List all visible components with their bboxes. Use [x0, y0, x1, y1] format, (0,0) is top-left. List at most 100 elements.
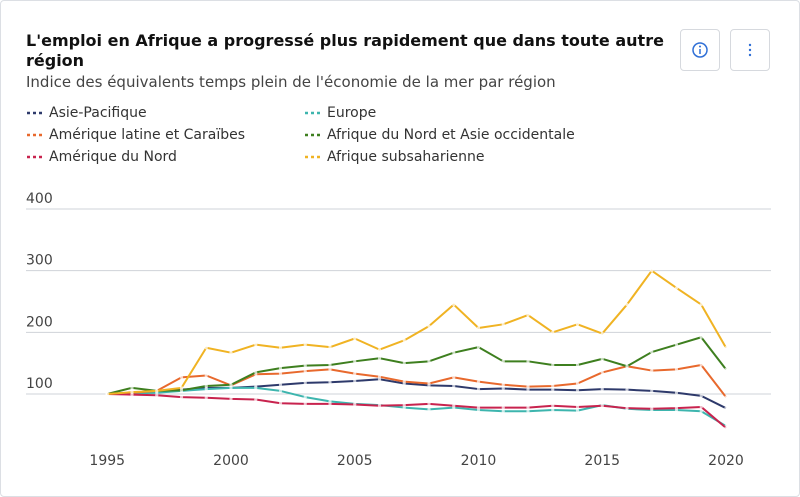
data-point: [402, 403, 406, 407]
series-line: [107, 269, 727, 395]
data-point: [278, 372, 283, 376]
menu-button[interactable]: [730, 29, 770, 71]
data-point: [328, 363, 332, 367]
data-point: [278, 346, 283, 350]
data-point: [551, 384, 555, 388]
data-point: [427, 381, 431, 386]
data-point: [501, 386, 505, 391]
data-point: [650, 269, 654, 273]
data-point: [526, 313, 530, 317]
legend-label: Amérique latine et Caraïbes: [49, 127, 246, 143]
series-line: [107, 393, 727, 429]
data-point: [452, 351, 456, 355]
data-point: [575, 409, 580, 413]
data-point: [130, 386, 134, 390]
data-point: [402, 380, 406, 384]
data-point: [328, 399, 332, 403]
legend-swatch: [27, 133, 43, 137]
data-point: [600, 331, 604, 336]
legend-item: Amérique du Nord: [26, 149, 177, 165]
data-point: [625, 364, 629, 368]
x-tick-label: 2010: [461, 453, 497, 469]
data-point: [303, 402, 307, 406]
data-point: [650, 389, 654, 393]
data-point: [204, 387, 208, 391]
data-point: [526, 359, 530, 363]
data-point: [600, 404, 604, 408]
legend-label: Amérique du Nord: [49, 149, 177, 165]
data-point: [303, 369, 307, 373]
x-tick-label: 2005: [337, 453, 373, 469]
data-point: [204, 373, 208, 378]
data-point: [229, 351, 233, 355]
x-tick-label: 2000: [213, 453, 249, 469]
data-point: [278, 401, 283, 405]
data-point: [501, 409, 505, 413]
data-point: [551, 330, 555, 334]
data-point: [501, 405, 505, 410]
data-point: [452, 384, 456, 388]
data-point: [724, 367, 728, 371]
data-point: [353, 372, 357, 376]
chart-title: L'emploi en Afrique a progressé plus rap…: [26, 31, 664, 70]
data-point: [551, 363, 555, 367]
data-point: [402, 405, 406, 410]
series-line: [107, 336, 727, 395]
data-point: [575, 388, 580, 392]
data-point: [105, 392, 109, 396]
data-point: [674, 367, 679, 371]
data-point: [699, 302, 703, 307]
data-point: [278, 383, 283, 387]
data-point: [303, 364, 307, 368]
data-point: [674, 391, 679, 395]
x-tick-label: 2015: [584, 453, 620, 469]
data-point: [724, 395, 728, 399]
data-point: [452, 375, 456, 379]
data-point: [427, 324, 431, 328]
data-point: [575, 405, 580, 409]
data-point: [551, 404, 555, 408]
data-point: [650, 350, 654, 354]
data-point: [476, 380, 481, 384]
data-point: [575, 381, 580, 386]
data-point: [204, 396, 208, 400]
data-point: [179, 386, 184, 390]
data-point: [328, 402, 332, 406]
data-point: [377, 356, 382, 360]
legend-swatch: [305, 111, 321, 115]
data-point: [600, 387, 604, 391]
data-point: [155, 389, 159, 393]
data-point: [501, 322, 505, 326]
data-point: [724, 426, 728, 430]
info-button[interactable]: [680, 29, 720, 71]
legend-item: Amérique latine et Caraïbes: [26, 127, 245, 143]
data-point: [674, 286, 679, 290]
data-point: [526, 409, 530, 413]
data-point: [303, 343, 307, 347]
chart-subtitle: Indice des équivalents temps plein de l'…: [26, 73, 556, 91]
data-point: [551, 408, 555, 412]
data-point: [254, 397, 258, 402]
data-point: [229, 383, 233, 387]
data-point: [699, 363, 703, 367]
data-point: [625, 388, 629, 392]
legend-swatch: [305, 133, 321, 137]
x-tick-label: 2020: [708, 453, 744, 469]
data-point: [427, 402, 431, 406]
data-point: [724, 406, 728, 410]
data-point: [452, 404, 456, 408]
legend-item: Afrique subsaharienne: [304, 149, 484, 165]
data-point: [575, 363, 580, 367]
menu-icon: [748, 43, 752, 57]
data-point: [526, 388, 530, 392]
data-point: [353, 402, 357, 407]
data-point: [674, 343, 679, 347]
data-point: [130, 390, 134, 394]
y-tick-label: 100: [26, 376, 53, 392]
data-point: [625, 302, 629, 307]
data-point: [377, 348, 382, 352]
data-point: [427, 359, 431, 363]
legend-swatch: [305, 155, 321, 159]
data-point: [402, 361, 406, 365]
